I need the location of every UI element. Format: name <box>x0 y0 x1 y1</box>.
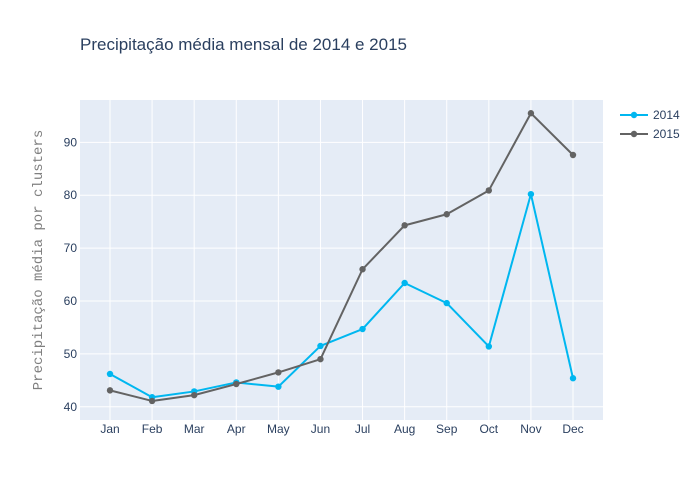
series-line <box>109 112 574 402</box>
y-tick-label: 50 <box>64 347 78 361</box>
data-point <box>106 387 114 394</box>
x-tick-label: Oct <box>479 422 498 436</box>
y-tick-label: 80 <box>64 188 78 202</box>
y-tick-label: 90 <box>64 135 78 149</box>
data-point <box>359 266 366 273</box>
data-point <box>443 299 450 307</box>
series-2014 <box>106 190 577 401</box>
legend-marker <box>630 111 638 119</box>
data-point <box>275 369 282 376</box>
legend-label: 2015 <box>653 127 680 141</box>
legend[interactable]: 2014 2015 <box>620 108 680 141</box>
x-tick-label: Nov <box>520 422 541 436</box>
data-point <box>443 211 450 218</box>
legend-item-2015[interactable]: 2015 <box>620 127 680 141</box>
series-line <box>109 193 574 399</box>
data-point <box>317 342 324 350</box>
legend-marker <box>630 130 638 138</box>
data-point <box>317 355 324 363</box>
legend-item-2014[interactable]: 2014 <box>620 108 680 122</box>
series-2015 <box>106 110 577 405</box>
gridlines <box>80 100 603 420</box>
data-point <box>401 222 408 229</box>
y-axis-label: Precipitação média por clusters <box>31 130 47 390</box>
x-tick-label: Apr <box>227 422 246 436</box>
x-tick-label: Feb <box>142 422 163 436</box>
x-axis-ticks: Jan Feb Mar Apr May Jun Jul Aug Sep Oct Nov Dec <box>100 422 583 436</box>
x-tick-label: Sep <box>436 422 458 436</box>
data-point <box>527 110 535 117</box>
x-tick-label: Jul <box>355 422 370 436</box>
data-point <box>401 279 408 287</box>
legend-label: 2014 <box>653 108 680 122</box>
x-tick-label: Jan <box>100 422 119 436</box>
series <box>106 110 577 405</box>
data-point <box>359 325 366 333</box>
y-tick-label: 40 <box>64 400 78 414</box>
data-point <box>148 397 156 405</box>
plot-area <box>80 100 603 420</box>
data-point <box>233 380 240 388</box>
y-axis-ticks: 40 50 60 70 80 90 <box>64 135 78 413</box>
data-point <box>275 383 282 390</box>
x-tick-label: Jun <box>311 422 330 436</box>
data-point <box>569 151 577 159</box>
data-point <box>485 343 493 350</box>
chart-title: Precipitação média mensal de 2014 e 2015 <box>80 35 407 54</box>
data-point <box>106 370 114 378</box>
x-tick-label: Mar <box>184 422 205 436</box>
data-point <box>569 375 577 382</box>
x-tick-label: Dec <box>562 422 583 436</box>
data-point <box>190 391 198 399</box>
x-tick-label: Aug <box>394 422 415 436</box>
x-tick-label: May <box>267 422 290 436</box>
y-tick-label: 70 <box>64 241 78 255</box>
y-tick-label: 60 <box>64 294 78 308</box>
data-point <box>527 190 535 198</box>
data-point <box>485 187 493 194</box>
